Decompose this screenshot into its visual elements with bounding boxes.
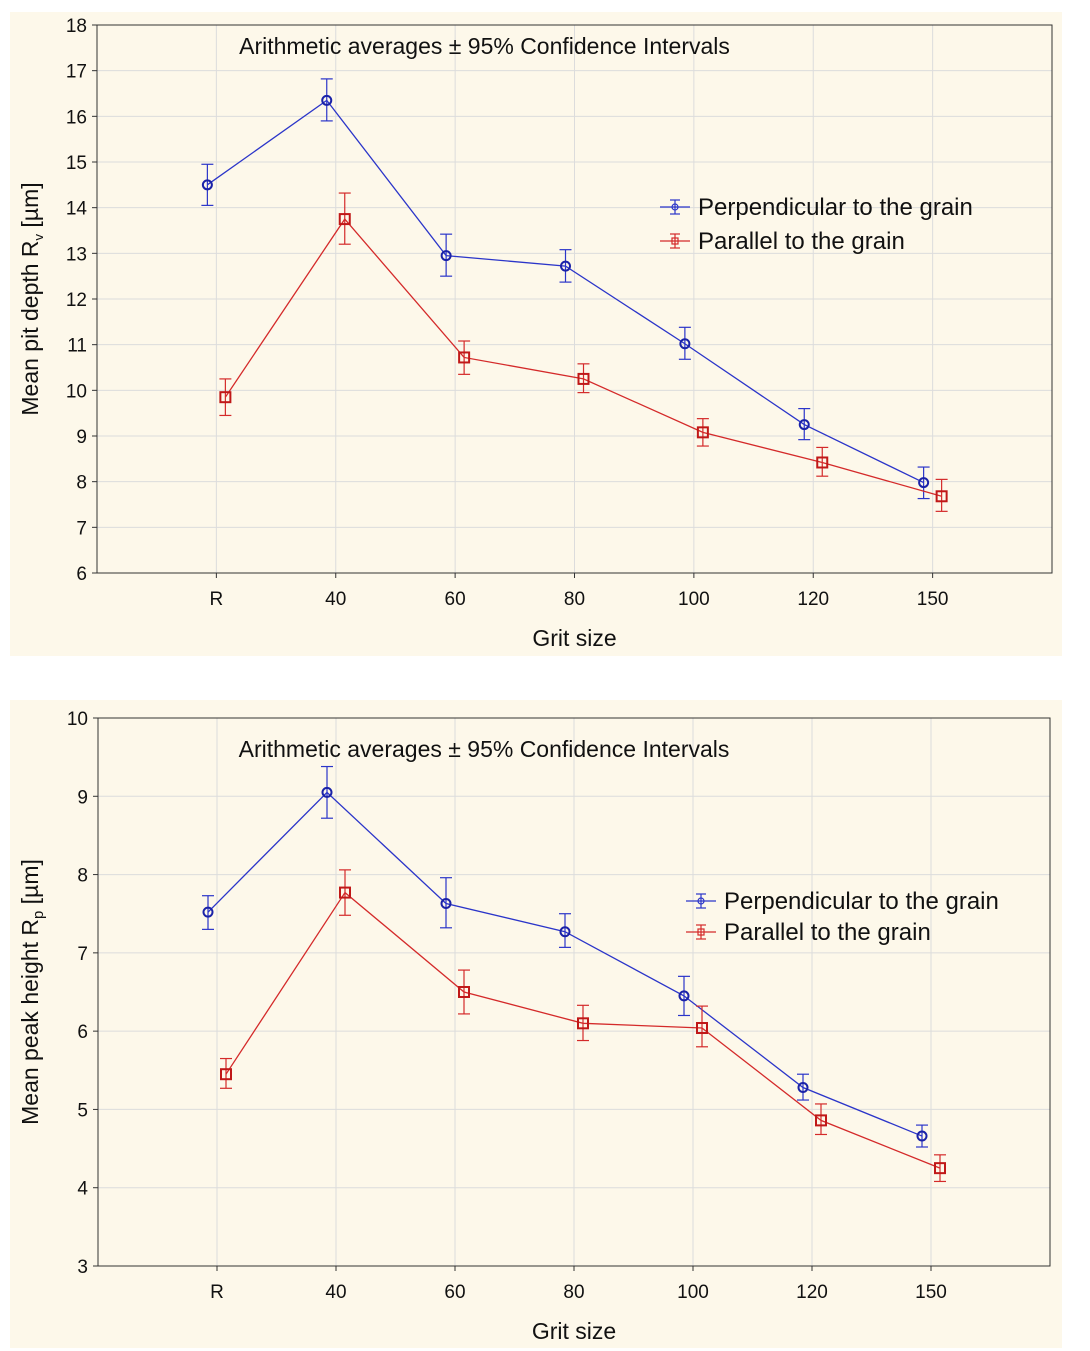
x-tick-label: 60 bbox=[444, 1282, 465, 1303]
y-axis-label-sub: v bbox=[31, 233, 46, 240]
data-point bbox=[678, 990, 690, 1002]
legend-label: Perpendicular to the grain bbox=[698, 194, 973, 221]
series-line bbox=[207, 791, 923, 1137]
series-perpendicular bbox=[202, 765, 928, 1148]
y-tick-label: 11 bbox=[67, 336, 87, 357]
data-point bbox=[321, 94, 333, 106]
y-axis-label-main: Mean peak height R bbox=[17, 919, 43, 1125]
y-tick-label: 6 bbox=[76, 564, 87, 585]
chart-panel-pit-depth: 6 7 8 9 10 11 12 13 14 15 16 17 18 R 40 60 80 100 120 150 Ar… bbox=[10, 12, 1062, 656]
legend-label: Parallel to the grain bbox=[698, 228, 905, 255]
data-point bbox=[440, 250, 452, 262]
x-tick-label: 80 bbox=[563, 1282, 584, 1303]
data-point bbox=[559, 926, 571, 938]
y-tick-label: 17 bbox=[66, 62, 87, 83]
legend: Perpendicular to the grain Parallel to th… bbox=[660, 194, 973, 255]
data-point bbox=[816, 456, 829, 469]
x-tick-label: 100 bbox=[677, 1282, 709, 1303]
y-tick-label: 15 bbox=[66, 153, 87, 174]
y-tick-label: 10 bbox=[66, 381, 87, 402]
chart-title: Arithmetic averages ± 95% Confidence Int… bbox=[239, 33, 730, 59]
x-tick-label: 120 bbox=[796, 1282, 828, 1303]
x-tick-label: 80 bbox=[564, 589, 585, 610]
data-point bbox=[916, 1130, 928, 1142]
chart-title: Arithmetic averages ± 95% Confidence Int… bbox=[239, 736, 730, 762]
y-tick-label: 5 bbox=[77, 1100, 88, 1121]
series-perpendicular bbox=[201, 78, 930, 500]
y-axis-label-unit: [µm] bbox=[17, 859, 43, 911]
y-tick-label: 7 bbox=[77, 944, 88, 965]
y-tick-label: 9 bbox=[76, 427, 87, 448]
chart-peak-height: 3 4 5 6 7 8 9 10 R 40 60 80 100 120 150 Arithmetic aver… bbox=[17, 709, 1051, 1344]
chart-pit-depth: 6 7 8 9 10 11 12 13 14 15 16 17 18 R 40 60 80 100 120 150 Ar… bbox=[17, 16, 1053, 651]
y-tick-label: 18 bbox=[66, 16, 87, 37]
x-tick-label: 150 bbox=[917, 589, 949, 610]
y-tick-label: 8 bbox=[76, 473, 87, 494]
y-tick-label: 4 bbox=[77, 1179, 88, 1200]
x-tick-label: 100 bbox=[678, 589, 710, 610]
series-line bbox=[224, 218, 942, 497]
data-point bbox=[220, 1068, 232, 1081]
series-parallel bbox=[220, 869, 946, 1183]
x-tick-label: R bbox=[210, 1282, 224, 1303]
x-tick-label: R bbox=[210, 589, 224, 610]
data-point bbox=[339, 886, 351, 899]
data-point bbox=[797, 1082, 809, 1094]
x-tick-label: 60 bbox=[445, 589, 466, 610]
data-point bbox=[696, 426, 709, 439]
data-point bbox=[201, 179, 213, 191]
y-tick-label: 6 bbox=[77, 1022, 88, 1043]
legend-marker bbox=[697, 897, 705, 905]
chart-panel-peak-height: 3 4 5 6 7 8 9 10 R 40 60 80 100 120 150 Arithmetic aver… bbox=[10, 700, 1062, 1348]
y-axis-label-main: Mean pit depth R bbox=[17, 240, 43, 415]
x-tick-label: 40 bbox=[325, 589, 346, 610]
y-tick-label: 12 bbox=[66, 290, 87, 311]
y-axis-label: Mean pit depth Rv [µm] bbox=[17, 182, 46, 415]
y-tick-label: 8 bbox=[77, 866, 88, 887]
y-axis-label-unit: [µm] bbox=[17, 182, 43, 234]
data-point bbox=[577, 372, 590, 385]
data-point bbox=[440, 898, 452, 910]
y-tick-label: 16 bbox=[66, 107, 87, 128]
x-axis-label: Grit size bbox=[532, 1318, 616, 1344]
data-point bbox=[338, 213, 351, 226]
x-tick-label: 120 bbox=[797, 589, 829, 610]
y-axis-label-sub: p bbox=[30, 911, 47, 919]
y-tick-label: 7 bbox=[76, 518, 87, 539]
data-point bbox=[219, 391, 232, 404]
y-tick-label: 9 bbox=[77, 787, 88, 808]
gridlines bbox=[97, 24, 1052, 574]
x-tick-label: 40 bbox=[325, 1282, 346, 1303]
x-axis-label: Grit size bbox=[532, 625, 616, 651]
data-point bbox=[798, 419, 810, 431]
data-point bbox=[918, 477, 930, 489]
data-point bbox=[696, 1022, 708, 1035]
data-point bbox=[202, 906, 214, 918]
legend-marker bbox=[697, 928, 705, 936]
y-tick-label: 3 bbox=[77, 1257, 88, 1278]
data-point bbox=[679, 338, 691, 350]
data-point bbox=[577, 1017, 589, 1030]
data-point bbox=[458, 351, 471, 364]
y-axis-label: Mean peak height Rp [µm] bbox=[17, 859, 47, 1125]
legend-marker bbox=[671, 237, 679, 245]
y-tick-label: 14 bbox=[66, 199, 88, 220]
data-point bbox=[321, 786, 333, 798]
legend-marker bbox=[671, 203, 679, 211]
series-parallel bbox=[219, 192, 948, 512]
gridlines bbox=[98, 717, 1050, 1267]
data-point bbox=[458, 986, 470, 998]
legend-label: Perpendicular to the grain bbox=[724, 888, 999, 915]
data-point bbox=[935, 490, 948, 503]
legend-label: Parallel to the grain bbox=[724, 919, 931, 946]
series-line bbox=[206, 99, 924, 484]
data-point bbox=[815, 1114, 827, 1127]
data-point bbox=[934, 1162, 946, 1175]
data-point bbox=[560, 260, 571, 272]
legend: Perpendicular to the grain Parallel to th… bbox=[686, 888, 999, 946]
x-tick-label: 150 bbox=[915, 1282, 947, 1303]
y-tick-label: 10 bbox=[67, 709, 88, 730]
y-tick-label: 13 bbox=[66, 244, 87, 265]
